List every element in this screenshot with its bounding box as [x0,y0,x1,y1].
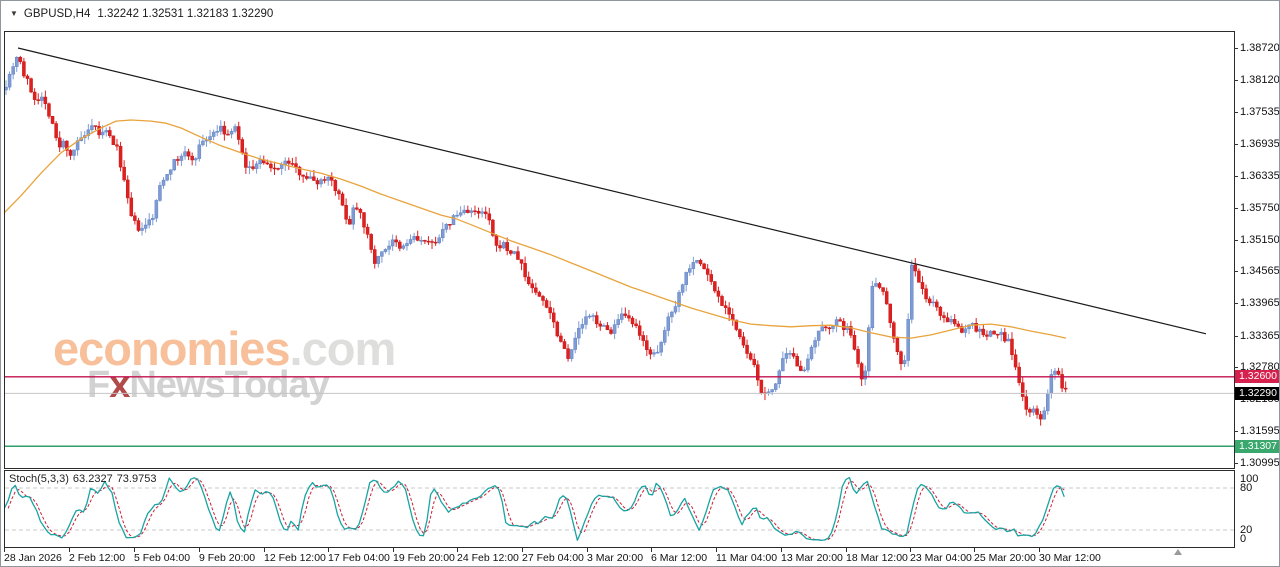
time-axis-label: 25 Mar 20:00 [974,552,1036,564]
stoch-axis-label: 100 [1240,473,1259,485]
chart-title: ▼ GBPUSD,H4 1.32242 1.32531 1.32183 1.3229… [10,8,273,20]
price-axis-tick [1234,80,1238,82]
time-axis-label: 3 Mar 20:00 [587,552,644,564]
time-axis-label: 17 Feb 04:00 [328,552,390,564]
candles-group [5,55,1068,426]
time-axis-tick [457,548,458,552]
time-axis-label: 27 Feb 04:00 [522,552,584,564]
price-axis-tick [1234,143,1238,145]
time-axis-label: 30 Mar 12:00 [1039,552,1101,564]
stochastic-canvas[interactable] [5,471,1234,546]
time-axis-tick [264,548,265,552]
stoch-axis-label: 0 [1240,533,1247,545]
stoch-axis-label: 20 [1240,524,1253,536]
price-axis-label: 1.37535 [1240,105,1280,118]
time-axis-tick [781,548,782,552]
watermark-fxnewstoday: FxNewsToday [87,364,330,407]
price-axis-tick [1234,176,1238,178]
time-axis-tick [716,548,717,552]
price-axis-label: 1.33365 [1240,329,1280,342]
symbol-timeframe-label: GBPUSD,H4 [23,8,91,20]
price-axis-tick [1234,207,1238,209]
time-axis-label: 2 Feb 12:00 [69,552,126,564]
price-axis-label: 1.34565 [1240,265,1280,278]
price-badge: 1.31307 [1235,439,1279,453]
price-badge: 1.32290 [1235,386,1279,400]
watermark-rest: NewsToday [129,364,329,406]
time-axis-tick [846,548,847,552]
time-axis-label: 6 Mar 12:00 [651,552,708,564]
price-axis-label: 1.35750 [1240,201,1280,214]
descending-trendline[interactable] [17,47,1207,335]
time-axis-tick [651,548,652,552]
time-axis-label: 5 Feb 04:00 [134,552,191,564]
time-axis-tick [910,548,911,552]
watermark-economies: economies.com [53,321,397,376]
time-axis-tick [4,548,5,552]
time-axis-tick [522,548,523,552]
watermark-f: F [87,364,110,406]
time-axis-label: 28 Jan 2026 [4,552,62,564]
time-axis-tick [328,548,329,552]
time-axis-tick [199,548,200,552]
price-axis-label: 1.30995 [1240,457,1280,469]
stoch-d-line [7,478,1065,541]
chart-shift-marker [1174,549,1182,555]
price-axis-label: 1.36935 [1240,137,1280,150]
price-axis-label: 1.38720 [1240,42,1280,54]
price-axis-tick [1234,430,1238,432]
price-axis-label: 1.36335 [1240,170,1280,183]
main-chart-canvas[interactable] [5,32,1234,468]
stochastic-k-value: 63.2327 [72,473,113,485]
main-chart-frame [4,31,1235,469]
price-axis-tick [1234,303,1238,305]
price-axis-tick [1234,367,1238,369]
watermark-x: x [109,364,130,406]
time-axis-tick [134,548,135,552]
price-axis-tick [1234,271,1238,273]
stochastic-label: Stoch(5,3,3) 63.2327 73.9753 [9,473,160,485]
time-axis-label: 12 Feb 12:00 [264,552,326,564]
price-axis-tick [1234,48,1238,49]
watermark-brand: economies [53,322,291,375]
price-badge: 1.32600 [1235,370,1279,384]
time-axis-label: 11 Mar 04:00 [716,552,778,564]
time-axis-label: 18 Mar 12:00 [846,552,908,564]
price-axis-tick [1234,463,1238,464]
time-axis-label: 9 Feb 20:00 [199,552,256,564]
time-axis-label: 13 Mar 20:00 [781,552,843,564]
price-axis-label: 1.38120 [1240,74,1280,87]
stoch-k-line [5,476,1065,541]
price-axis-tick [1234,111,1238,113]
time-axis-tick [587,548,588,552]
stochastic-name: Stoch(5,3,3) [9,473,69,485]
ohlc-quotes-label: 1.32242 1.32531 1.32183 1.32290 [97,8,274,20]
watermark-domain: .com [289,322,397,375]
price-axis-tick [1234,239,1238,241]
time-axis-label: 19 Feb 20:00 [393,552,455,564]
price-axis-label: 1.33965 [1240,297,1280,310]
moving-average-line [5,119,1067,339]
time-axis-tick [393,548,394,552]
price-axis-tick [1234,335,1238,337]
time-axis-label: 23 Mar 04:00 [910,552,972,564]
time-axis-tick [1039,548,1040,552]
time-axis-label: 24 Feb 12:00 [457,552,519,564]
price-axis-label: 1.35150 [1240,233,1280,246]
price-axis-label: 1.31595 [1240,424,1280,437]
symbol-dropdown-icon[interactable]: ▼ [10,9,18,18]
stoch-axis-label: 80 [1240,482,1253,494]
stochastic-d-value: 73.9753 [116,473,157,485]
time-axis-tick [69,548,70,552]
price-axis-label: 1.32780 [1240,361,1280,374]
time-axis-tick [974,548,975,552]
